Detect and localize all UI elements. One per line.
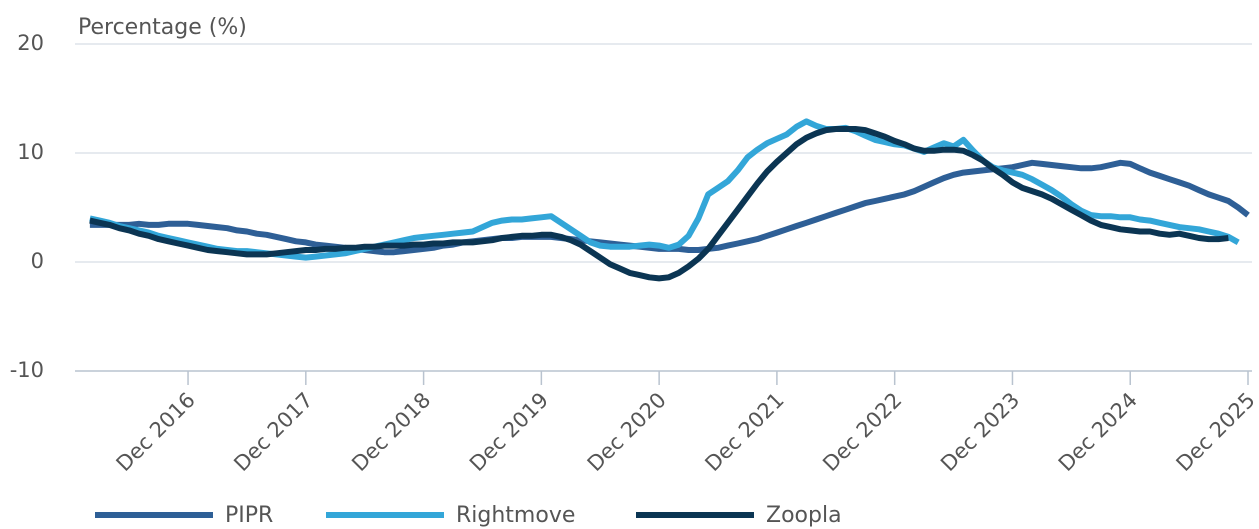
x-tick-label: Dec 2025 (1172, 388, 1259, 476)
x-tick-label: Dec 2017 (229, 388, 317, 476)
x-tick-label: Dec 2016 (112, 388, 200, 476)
x-tick-label: Dec 2019 (465, 388, 553, 476)
x-tick-label: Dec 2024 (1054, 388, 1142, 476)
legend-label: PIPR (225, 503, 273, 528)
legend-label: Rightmove (456, 503, 575, 528)
y-tick-label: 10 (17, 140, 44, 164)
y-axis-label: Percentage (%) (78, 15, 247, 40)
legend-label: Zoopla (766, 503, 842, 528)
series-line (89, 126, 1229, 282)
x-tick-label: Dec 2023 (936, 388, 1024, 476)
y-tick-label: -10 (10, 358, 44, 382)
y-tick-label: 20 (17, 31, 44, 55)
x-tick-label: Dec 2022 (818, 388, 906, 476)
y-tick-label: 0 (31, 249, 44, 273)
x-tick-label: Dec 2020 (583, 388, 671, 476)
x-tick-label: Dec 2018 (347, 388, 435, 476)
x-tick-label: Dec 2021 (700, 388, 788, 476)
